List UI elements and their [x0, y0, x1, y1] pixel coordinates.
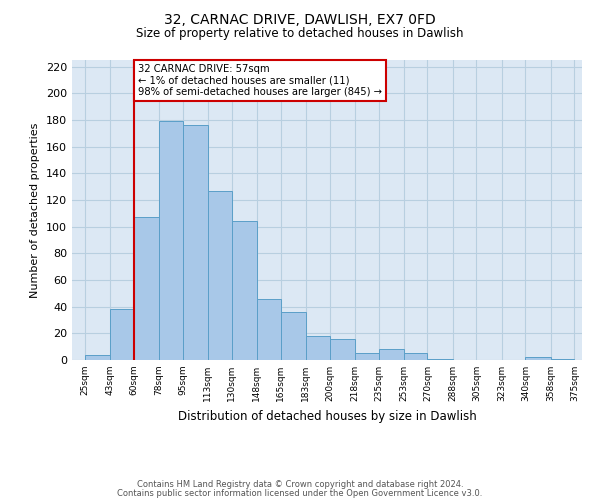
- Bar: [182, 126, 208, 360]
- Bar: [208, 190, 232, 360]
- Bar: [379, 350, 404, 360]
- Bar: [159, 122, 182, 360]
- Text: Contains public sector information licensed under the Open Government Licence v3: Contains public sector information licen…: [118, 488, 482, 498]
- Y-axis label: Number of detached properties: Number of detached properties: [31, 122, 40, 298]
- Text: Size of property relative to detached houses in Dawlish: Size of property relative to detached ho…: [136, 28, 464, 40]
- Bar: [85, 354, 110, 360]
- Bar: [551, 358, 574, 360]
- X-axis label: Distribution of detached houses by size in Dawlish: Distribution of detached houses by size …: [178, 410, 476, 422]
- Text: 32, CARNAC DRIVE, DAWLISH, EX7 0FD: 32, CARNAC DRIVE, DAWLISH, EX7 0FD: [164, 12, 436, 26]
- Bar: [427, 358, 452, 360]
- Bar: [329, 338, 355, 360]
- Bar: [355, 354, 379, 360]
- Bar: [110, 310, 134, 360]
- Bar: [257, 298, 281, 360]
- Text: 32 CARNAC DRIVE: 57sqm
← 1% of detached houses are smaller (11)
98% of semi-deta: 32 CARNAC DRIVE: 57sqm ← 1% of detached …: [138, 64, 382, 97]
- Bar: [404, 354, 427, 360]
- Bar: [232, 222, 257, 360]
- Text: Contains HM Land Registry data © Crown copyright and database right 2024.: Contains HM Land Registry data © Crown c…: [137, 480, 463, 489]
- Bar: [134, 218, 159, 360]
- Bar: [526, 358, 551, 360]
- Bar: [306, 336, 329, 360]
- Bar: [281, 312, 306, 360]
